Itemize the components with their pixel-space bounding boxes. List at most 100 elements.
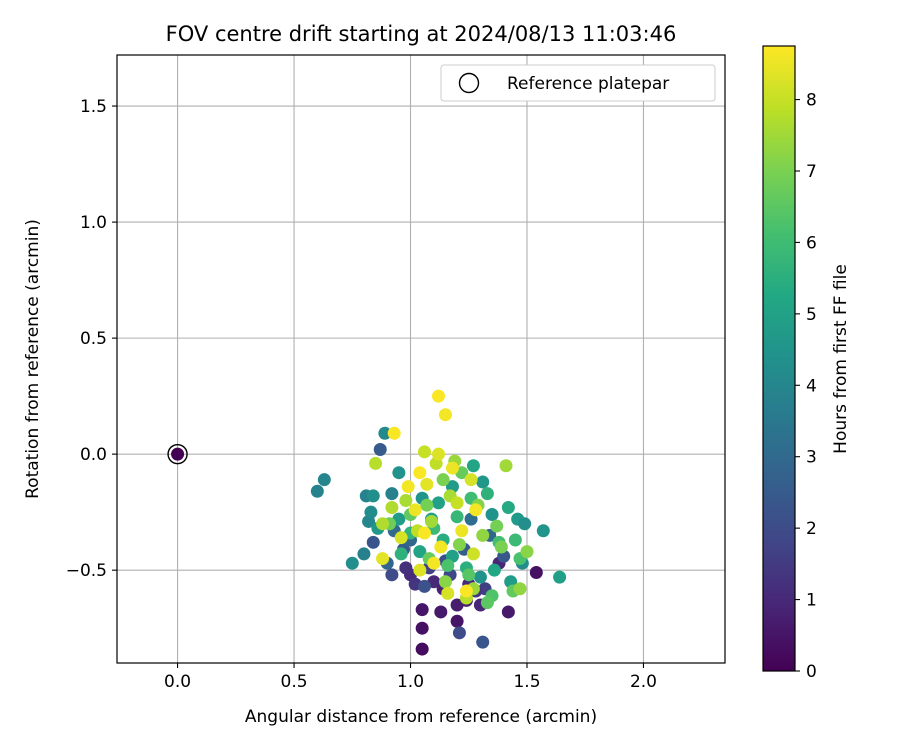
- data-point: [502, 501, 515, 514]
- data-point: [311, 485, 324, 498]
- data-point: [514, 582, 527, 595]
- data-point: [553, 571, 566, 584]
- scatter-points: [168, 390, 566, 656]
- colorbar-tick-label: 2: [806, 519, 817, 539]
- x-tick-label: 1.0: [397, 672, 424, 692]
- y-axis-ticks: −0.5 0.0 0.5 1.0 1.5: [66, 97, 117, 581]
- data-point: [481, 487, 494, 500]
- data-point: [427, 557, 440, 570]
- data-point: [502, 605, 515, 618]
- data-point: [388, 427, 401, 440]
- data-point: [451, 510, 464, 523]
- data-point: [488, 564, 501, 577]
- data-point: [402, 480, 415, 493]
- data-point: [441, 559, 454, 572]
- y-tick-label: 1.5: [80, 97, 107, 117]
- x-tick-label: 0.5: [281, 672, 308, 692]
- colorbar-tick-label: 7: [806, 162, 817, 182]
- data-point: [500, 459, 513, 472]
- data-point: [392, 466, 405, 479]
- data-point: [395, 531, 408, 544]
- colorbar-tick-label: 1: [806, 591, 817, 611]
- colorbar-gradient: [763, 46, 795, 671]
- y-tick-label: −0.5: [66, 561, 107, 581]
- data-point: [367, 489, 380, 502]
- data-point: [376, 552, 389, 565]
- data-point: [537, 524, 550, 537]
- data-point: [413, 466, 426, 479]
- data-point: [432, 496, 445, 509]
- y-tick-label: 1.0: [80, 213, 107, 233]
- data-point: [441, 587, 454, 600]
- data-point: [439, 408, 452, 421]
- data-point: [469, 503, 482, 516]
- data-point: [453, 626, 466, 639]
- data-point: [374, 443, 387, 456]
- reference-platepar-point: [171, 448, 184, 461]
- y-tick-label: 0.5: [80, 329, 107, 349]
- data-point: [467, 459, 480, 472]
- data-point: [418, 527, 431, 540]
- colorbar-label: Hours from first FF file: [831, 264, 851, 454]
- data-point: [509, 534, 522, 547]
- data-point: [495, 540, 508, 553]
- legend-label-reference-platepar: Reference platepar: [507, 74, 669, 94]
- colorbar-tick-label: 3: [806, 448, 817, 468]
- data-point: [346, 557, 359, 570]
- data-point: [376, 517, 389, 530]
- data-point: [481, 596, 494, 609]
- x-axis-ticks: 0.0 0.5 1.0 1.5 2.0: [164, 663, 657, 692]
- data-point: [530, 566, 543, 579]
- data-point: [416, 603, 429, 616]
- data-point: [476, 636, 489, 649]
- data-point: [385, 487, 398, 500]
- x-tick-label: 2.0: [630, 672, 657, 692]
- data-point: [357, 547, 370, 560]
- scatter-chart: FOV centre drift starting at 2024/08/13 …: [0, 0, 900, 750]
- data-point: [420, 499, 433, 512]
- data-point: [432, 448, 445, 461]
- data-point: [425, 515, 438, 528]
- data-point: [318, 473, 331, 486]
- data-point: [416, 622, 429, 635]
- data-point: [465, 473, 478, 486]
- data-point: [420, 478, 433, 491]
- data-point: [462, 568, 475, 581]
- colorbar: 0 1 2 3 4 5 6 7 8 Hours from first FF file: [763, 46, 851, 682]
- data-point: [446, 462, 459, 475]
- data-point: [418, 580, 431, 593]
- data-point: [434, 540, 447, 553]
- colorbar-tick-label: 4: [806, 376, 817, 396]
- colorbar-tick-label: 0: [806, 662, 817, 682]
- data-point: [460, 585, 473, 598]
- data-point: [385, 501, 398, 514]
- data-point: [399, 494, 412, 507]
- data-point: [455, 524, 468, 537]
- colorbar-tick-label: 6: [806, 233, 817, 253]
- data-point: [409, 503, 422, 516]
- data-point: [437, 473, 450, 486]
- data-point: [432, 390, 445, 403]
- data-point: [474, 571, 487, 584]
- data-point: [385, 568, 398, 581]
- data-point: [467, 547, 480, 560]
- data-point: [451, 496, 464, 509]
- data-point: [476, 529, 489, 542]
- data-point: [364, 506, 377, 519]
- legend: Reference platepar: [441, 65, 715, 101]
- y-axis-label: Rotation from reference (arcmin): [23, 219, 43, 499]
- x-tick-label: 1.5: [513, 672, 540, 692]
- x-axis-label: Angular distance from reference (arcmin): [245, 707, 597, 727]
- colorbar-tick-label: 5: [806, 305, 817, 325]
- data-point: [413, 564, 426, 577]
- data-point: [520, 545, 533, 558]
- data-point: [418, 445, 431, 458]
- data-point: [367, 536, 380, 549]
- colorbar-tick-label: 8: [806, 91, 817, 111]
- data-point: [453, 538, 466, 551]
- chart-title: FOV centre drift starting at 2024/08/13 …: [166, 22, 677, 46]
- data-point: [486, 508, 499, 521]
- data-point: [434, 605, 447, 618]
- data-point: [439, 575, 452, 588]
- data-point: [490, 520, 503, 533]
